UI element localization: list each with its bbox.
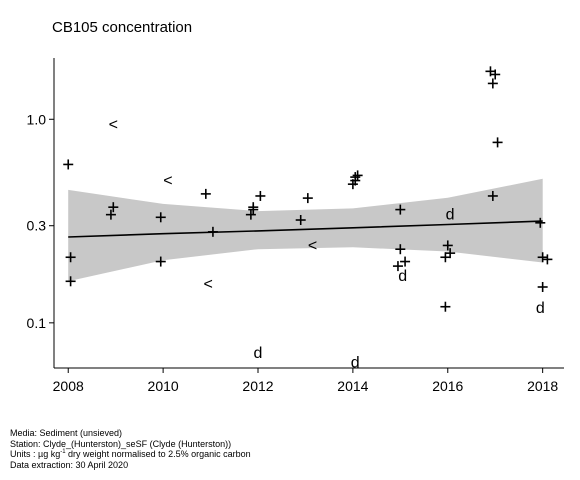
y-tick-label: 0.1 (27, 315, 47, 331)
data-point-less-than: < (204, 276, 213, 293)
x-tick-label: 2018 (527, 378, 558, 394)
y-tick-label: 0.3 (27, 218, 47, 234)
footer-station: Station: Clyde_(Hunterston)_seSF (Clyde … (10, 438, 232, 449)
data-point-plus (248, 204, 259, 215)
data-point-plus (105, 209, 116, 220)
footer-media: Media: Sediment (unsieved) (10, 428, 123, 438)
data-point-d: d (536, 300, 545, 317)
x-tick-label: 2016 (432, 378, 463, 394)
data-point-plus (542, 254, 553, 265)
chart-footer: Media: Sediment (unsieved) Station: Clyd… (10, 428, 251, 470)
data-point-plus (65, 276, 76, 287)
data-point-plus (350, 172, 361, 183)
data-point-plus (400, 256, 411, 267)
data-point-plus (537, 281, 548, 292)
data-point-less-than: < (109, 117, 118, 134)
x-tick-label: 2014 (337, 378, 368, 394)
data-point-plus (487, 78, 498, 89)
data-point-plus (395, 204, 406, 215)
data-point-plus (490, 69, 501, 80)
x-tick-label: 2008 (53, 378, 84, 394)
data-point-plus (65, 252, 76, 263)
data-point-plus (440, 301, 451, 312)
data-point-plus (63, 159, 74, 170)
data-point-plus (537, 252, 548, 263)
data-point-plus (155, 212, 166, 223)
chart-title: CB105 concentration (52, 19, 193, 36)
trend-line (68, 220, 543, 238)
data-point-less-than: < (163, 173, 172, 190)
data-point-plus (392, 261, 403, 272)
data-point-d: d (446, 207, 455, 224)
data-point-plus (255, 190, 266, 201)
data-point-d: d (398, 268, 407, 285)
data-point-plus (445, 248, 456, 259)
data-point-plus (492, 137, 503, 148)
data-point-plus (302, 193, 313, 204)
y-tick-label: 1.0 (27, 111, 47, 127)
data-point-less-than: < (308, 237, 317, 254)
data-point-plus (352, 170, 363, 181)
data-point-plus (207, 226, 218, 237)
x-tick-label: 2010 (148, 378, 179, 394)
data-point-plus (395, 244, 406, 255)
x-tick-label: 2012 (242, 378, 273, 394)
data-point-plus (487, 190, 498, 201)
data-point-plus (155, 256, 166, 267)
data-point-d: d (351, 354, 360, 371)
data-point-plus (442, 240, 453, 251)
data-point-plus (295, 215, 306, 226)
data-point-plus (245, 209, 256, 220)
data-point-plus (200, 188, 211, 199)
data-point-d: d (254, 345, 263, 362)
footer-units: Units : µg kg-1 dry weight normalised to… (10, 449, 251, 459)
footer-extraction: Data extraction: 30 April 2020 (10, 459, 129, 470)
data-point-plus (535, 217, 546, 228)
data-point-plus (108, 202, 119, 213)
